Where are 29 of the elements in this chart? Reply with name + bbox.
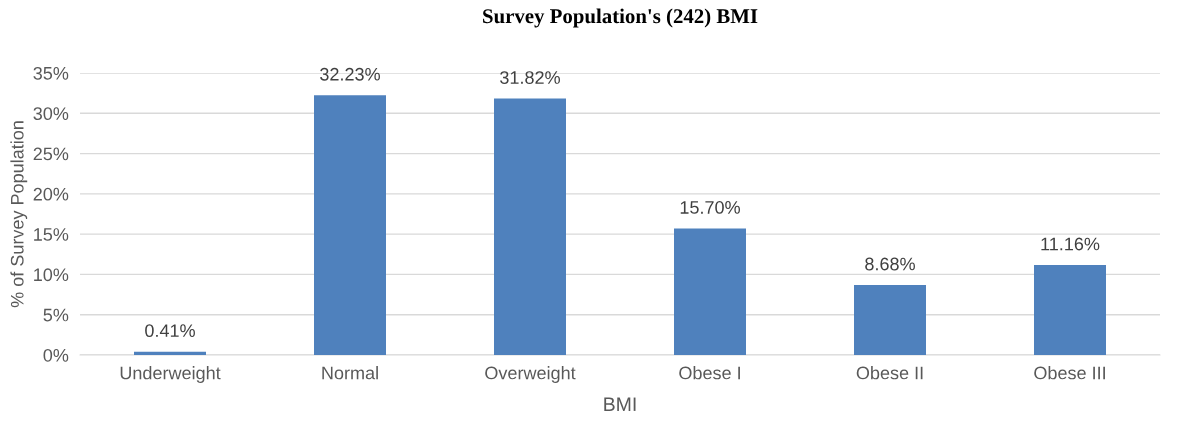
- y-tick-label: 20%: [33, 187, 69, 201]
- x-tick-label: Obese II: [856, 366, 923, 380]
- data-label: 15.70%: [680, 201, 740, 214]
- x-axis-title: BMI: [604, 397, 636, 411]
- x-tick-label: Overweight: [485, 366, 576, 383]
- bar: [854, 285, 926, 355]
- y-tick-label: 0%: [43, 348, 69, 362]
- y-tick-label: 10%: [34, 268, 69, 282]
- bar: [494, 98, 566, 355]
- y-axis-title: % of Survey Population: [10, 121, 28, 308]
- data-label: 8.68%: [865, 257, 915, 271]
- data-label: 32.23%: [320, 67, 380, 81]
- data-label: 31.82%: [500, 71, 560, 84]
- bar: [674, 228, 746, 355]
- y-tick-label: 5%: [43, 308, 69, 322]
- bar: [314, 95, 386, 355]
- y-tick-label: 30%: [33, 107, 69, 121]
- bar: [134, 351, 206, 355]
- chart-title: Survey Population's (242) BMI: [483, 8, 758, 28]
- y-tick-label: 15%: [34, 228, 69, 241]
- x-tick-label: Obese I: [679, 366, 740, 380]
- x-tick-label: Obese III: [1034, 366, 1105, 380]
- data-label: 0.41%: [145, 324, 195, 338]
- data-label: 11.16%: [1041, 237, 1100, 251]
- bar: [1034, 265, 1106, 355]
- y-tick-label: 35%: [33, 66, 69, 80]
- y-tick-label: 25%: [33, 147, 69, 161]
- x-tick-label: Normal: [322, 366, 378, 380]
- x-tick-label: Underweight: [120, 366, 221, 383]
